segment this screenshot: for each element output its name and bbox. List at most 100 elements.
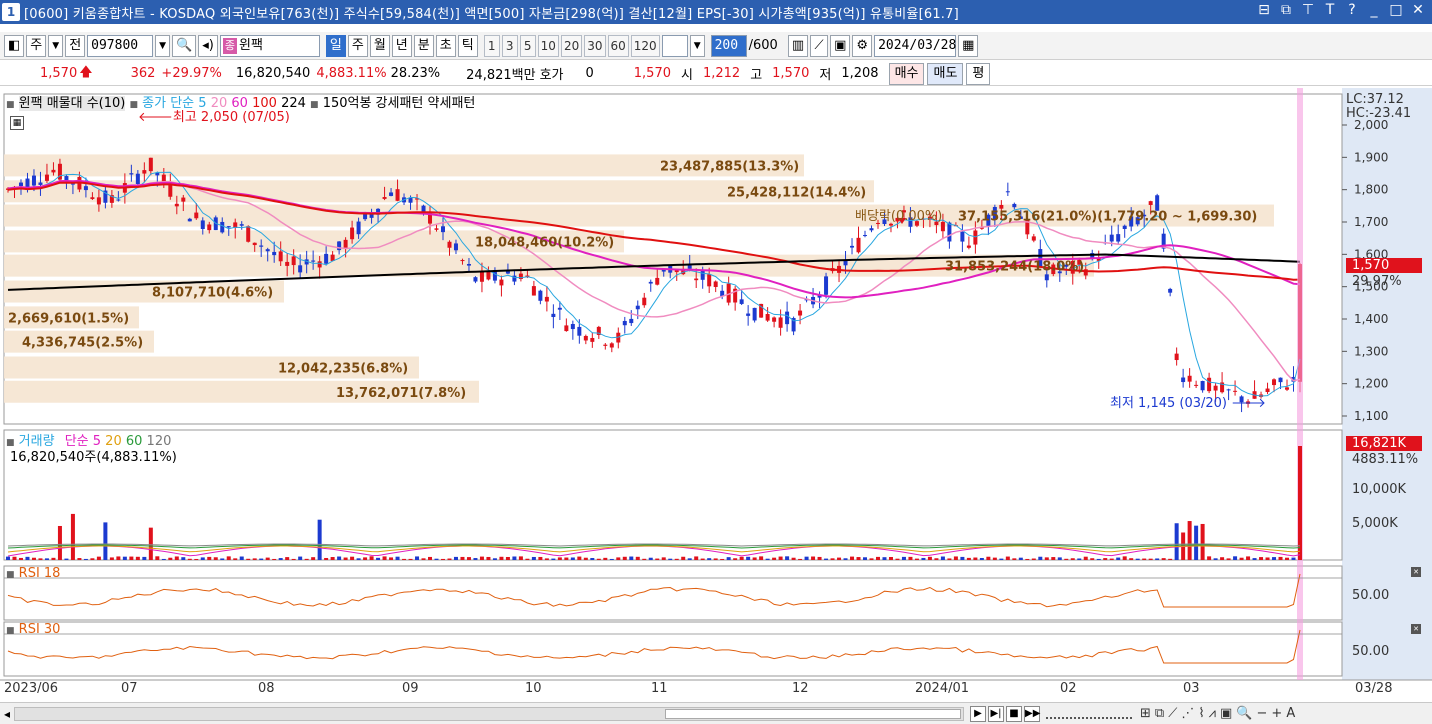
minute-option-120[interactable]: 120 (630, 34, 660, 57)
low-label: 저 (819, 68, 832, 83)
candle-body (466, 263, 471, 266)
save-icon[interactable]: ▣ (830, 34, 851, 57)
tab-minute[interactable]: 분 (413, 34, 434, 57)
ma5-legend[interactable]: 5 (198, 96, 207, 111)
tab-year[interactable]: 년 (391, 34, 412, 57)
fast-forward-icon[interactable]: ▶▶ (1024, 705, 1040, 722)
volume-profile-label: 23,487,885(13.3%) (660, 159, 799, 174)
stock-name-field[interactable]: 종 윈팩 (219, 34, 320, 57)
tab-month[interactable]: 월 (369, 34, 390, 57)
volume-bar (44, 558, 49, 560)
volume-bar (252, 558, 257, 560)
ma224-legend[interactable]: 224 (281, 96, 306, 111)
gear-icon[interactable]: ⚙ (852, 34, 873, 57)
minute-option-30[interactable]: 30 (584, 34, 606, 57)
candle-body (1012, 203, 1017, 208)
horizontal-scrollbar[interactable] (14, 706, 964, 721)
rsi30-legend: ■ RSI 30 (6, 622, 60, 637)
candle-body (557, 307, 562, 310)
copy-icon[interactable]: ⧉ (1154, 706, 1165, 721)
sell-button[interactable]: 매도 (927, 62, 964, 85)
chevron-down-icon[interactable]: ▼ (48, 34, 64, 57)
ma-legend-label[interactable]: 종가 단순 (142, 96, 195, 111)
zoom-in-icon[interactable]: + (1271, 706, 1283, 721)
minute-option-60[interactable]: 60 (607, 34, 629, 57)
play-icon[interactable]: ▶ (970, 705, 986, 722)
minute-option-5[interactable]: 5 (519, 34, 536, 57)
zoom-icon[interactable]: 🔍 (1236, 706, 1253, 721)
bar-count-input[interactable]: 200 (710, 34, 747, 57)
candle-type-icon[interactable]: ▥ (787, 34, 809, 57)
calendar-icon[interactable]: ▦ (958, 34, 979, 57)
text-tool-icon[interactable]: A (1286, 706, 1296, 721)
chart-save-icon[interactable]: ▣ (1220, 706, 1233, 721)
stock-chart[interactable]: 2,000 1,900 1,800 1,700 1,600 1,500 1,400 1,300… (0, 88, 1432, 702)
font-icon[interactable]: T (1325, 2, 1335, 18)
tab-day[interactable]: 일 (325, 34, 346, 57)
ma100-legend[interactable]: 100 (252, 96, 277, 111)
search-icon[interactable]: 🔍 (172, 34, 197, 57)
custom-period-dropdown-icon[interactable]: ▼ (689, 34, 705, 57)
market-select[interactable]: 주 (26, 34, 47, 57)
pattern-legend[interactable]: 150억봉 강세패턴 약세패턴 (322, 96, 476, 111)
code-dropdown-icon[interactable]: ▼ (155, 34, 171, 57)
maximize-icon[interactable]: □ (1389, 2, 1403, 18)
scroll-left-icon[interactable]: ◂ (3, 706, 11, 721)
crosshair-icon[interactable]: ⊞ (1140, 706, 1151, 721)
vol-ma120-legend[interactable]: 120 (146, 434, 172, 449)
pin-icon[interactable]: ⊤ (1301, 2, 1315, 18)
table-toggle-icon[interactable]: ▦ (10, 116, 24, 130)
stop-icon[interactable]: ■ (1006, 705, 1022, 722)
minimize-icon[interactable]: _ (1370, 2, 1378, 18)
minute-option-1[interactable]: 1 (483, 34, 500, 57)
fibo-icon[interactable]: ⋰ (1181, 706, 1195, 721)
minute-option-10[interactable]: 10 (537, 34, 559, 57)
volume-ma-label[interactable]: 단순 (64, 434, 89, 449)
rsi18-close-icon[interactable]: ✕ (1411, 567, 1421, 577)
y-tick-label: 1,100 (1354, 409, 1388, 423)
window-number-badge[interactable]: 1 (2, 3, 20, 21)
zoom-out-icon[interactable]: − (1256, 706, 1268, 721)
close-icon[interactable]: ✕ (1412, 2, 1424, 18)
restore-icon[interactable]: ⊟ (1258, 2, 1270, 18)
layout-icon[interactable]: ◧ (4, 34, 25, 57)
stock-code-input[interactable]: 097800 (87, 34, 154, 57)
tab-week[interactable]: 주 (347, 34, 368, 57)
candle-body (875, 222, 880, 224)
rsi30-close-icon[interactable]: ✕ (1411, 624, 1421, 634)
legend-title[interactable]: 윈팩 매물대 수(10) (18, 96, 126, 111)
wave-icon[interactable]: ⌇ (1198, 706, 1205, 721)
candle-body (440, 226, 445, 233)
prev-button[interactable]: 전 (65, 34, 86, 57)
minute-option-3[interactable]: 3 (501, 34, 518, 57)
tab-second[interactable]: 초 (435, 34, 456, 57)
rsi18-title[interactable]: RSI 18 (18, 566, 61, 581)
vol-ma60-legend[interactable]: 60 (125, 434, 143, 449)
ma20-legend[interactable]: 20 (210, 96, 228, 111)
custom-period-input[interactable] (661, 34, 688, 57)
tab-tick[interactable]: 틱 (457, 34, 478, 57)
trendline-icon[interactable]: ⟋ (1168, 706, 1178, 721)
volume-legend-title[interactable]: 거래량 (18, 434, 55, 449)
zoom-slider[interactable] (1046, 709, 1132, 719)
volume-bar (1051, 557, 1056, 560)
minute-option-20[interactable]: 20 (560, 34, 583, 57)
scrollbar-thumb[interactable] (665, 708, 961, 719)
ma60-legend[interactable]: 60 (231, 96, 248, 111)
pattern-icon[interactable]: ⩘ (1208, 706, 1217, 721)
help-icon[interactable]: ? (1348, 2, 1356, 18)
y-tick-label: 1,400 (1354, 312, 1388, 326)
popout-icon[interactable]: ⧉ (1281, 2, 1291, 18)
vol-ma20-legend[interactable]: 20 (105, 434, 122, 449)
step-forward-icon[interactable]: ▶| (988, 705, 1004, 722)
vol-ma5-legend[interactable]: 5 (92, 434, 102, 449)
line-chart-icon[interactable]: ⟋ (810, 34, 829, 57)
eval-button[interactable]: 평 (966, 62, 991, 85)
volume-bar (363, 557, 368, 560)
rsi30-title[interactable]: RSI 30 (18, 622, 61, 637)
sound-icon[interactable]: ◂) (198, 34, 218, 57)
buy-button[interactable]: 매수 (888, 62, 925, 85)
volume-profile-label: 37,155,316(21.0%)(1,779.20 ~ 1,699.30) (958, 210, 1257, 225)
candle-body (531, 286, 536, 296)
date-input[interactable]: 2024/03/28 (874, 34, 956, 57)
